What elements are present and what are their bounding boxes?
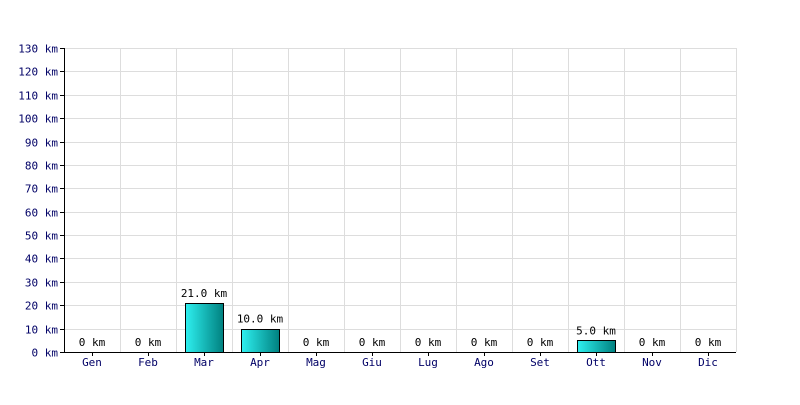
y-tick-label: 70 km: [25, 183, 58, 196]
y-tick-label: 110 km: [18, 90, 58, 103]
x-tick-label: Giu: [362, 356, 382, 369]
data-label: 0 km: [359, 336, 386, 349]
axes: [60, 48, 736, 356]
x-tick-label: Apr: [250, 356, 270, 369]
y-tick-label: 90 km: [25, 137, 58, 150]
bar-mar: [185, 303, 224, 353]
data-label: 21.0 km: [181, 287, 228, 300]
y-tick-label: 80 km: [25, 160, 58, 173]
data-label: 5.0 km: [576, 324, 616, 337]
x-tick-label: Mar: [194, 356, 214, 369]
x-tick-label: Set: [530, 356, 550, 369]
data-label: 0 km: [471, 336, 498, 349]
data-label: 0 km: [135, 336, 162, 349]
x-tick-label: Feb: [138, 356, 158, 369]
y-tick-label: 40 km: [25, 253, 58, 266]
y-tick-label: 30 km: [25, 277, 58, 290]
x-tick-label: Nov: [642, 356, 662, 369]
x-tick-label: Lug: [418, 356, 438, 369]
gridlines: [64, 48, 737, 352]
y-tick-label: 20 km: [25, 300, 58, 313]
data-label: 0 km: [415, 336, 442, 349]
data-label: 0 km: [79, 336, 106, 349]
y-tick-label: 130 km: [18, 43, 58, 56]
data-label: 10.0 km: [237, 313, 284, 326]
data-label: 0 km: [527, 336, 554, 349]
y-tick-label: 120 km: [18, 66, 58, 79]
y-tick-label: 50 km: [25, 230, 58, 243]
x-tick-label: Ott: [586, 356, 606, 369]
y-tick-label: 60 km: [25, 207, 58, 220]
x-tick-label: Dic: [698, 356, 718, 369]
y-tick-label: 0 km: [32, 347, 59, 360]
bar-ott: [577, 340, 616, 353]
data-label: 0 km: [695, 336, 722, 349]
data-label: 0 km: [639, 336, 666, 349]
data-label: 0 km: [303, 336, 330, 349]
x-tick-label: Mag: [306, 356, 326, 369]
y-tick-label: 10 km: [25, 324, 58, 337]
bar-apr: [241, 329, 280, 353]
bars: [185, 303, 616, 353]
labels: 0 km 10 km 20 km 30 km 40 km 50 km 60 km 70 km 8…: [18, 43, 721, 370]
x-tick-label: Gen: [82, 356, 102, 369]
x-tick-label: Ago: [474, 356, 494, 369]
y-tick-label: 100 km: [18, 113, 58, 126]
